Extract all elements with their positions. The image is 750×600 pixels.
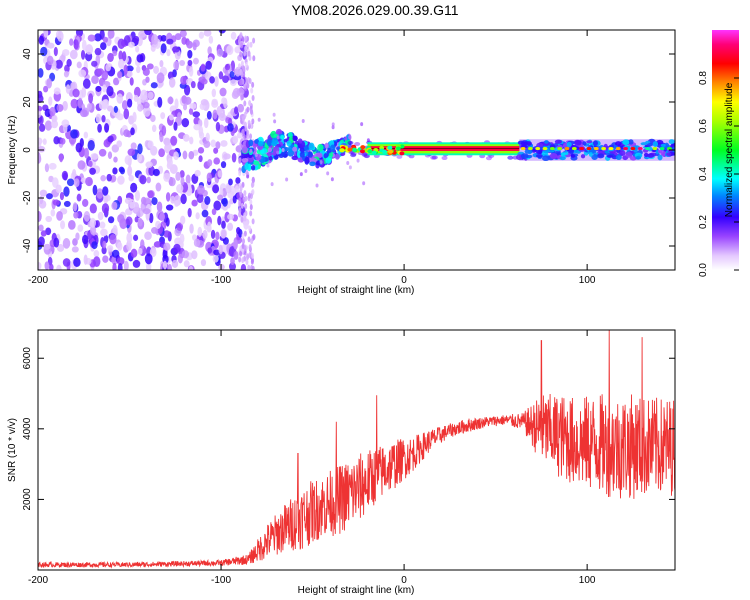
y-tick-label: 6000 [22, 347, 33, 370]
snr-area [38, 330, 675, 569]
snr-series-line [38, 330, 675, 569]
y-tick-label: 2000 [22, 488, 33, 511]
y-tick-label: 40 [22, 48, 33, 60]
region-noise [38, 30, 256, 270]
x-tick-label: 0 [401, 575, 407, 586]
y-tick-label: -20 [22, 190, 33, 205]
y-tick-label: 4000 [22, 417, 33, 440]
spectrogram-xlabel: Height of straight line (km) [298, 285, 415, 296]
snr-ylabel: SNR (10 * v/v) [7, 418, 18, 482]
colorbar-tick-label: 0.8 [698, 71, 709, 85]
colorbar-tick-label: 0.4 [698, 167, 709, 181]
colorbar-tick-label: 0.0 [698, 263, 709, 277]
region-dotted-tone [515, 138, 675, 162]
spectrogram-ylabel: Frequency (Hz) [7, 116, 18, 185]
spectrogram-area [38, 30, 675, 270]
colorbar-ticks: 0.0 0.2 0.4 0.6 0.8 [698, 71, 739, 277]
colorbar [712, 30, 739, 270]
x-tick-label: 100 [579, 275, 596, 286]
x-tick-label: -200 [28, 575, 48, 586]
x-tick-label: -200 [28, 275, 48, 286]
x-tick-label: -100 [211, 275, 231, 286]
snr-ticks: -200 -100 0 100 2000 4000 6000 [22, 330, 675, 586]
snr-frame [37, 329, 676, 571]
x-tick-label: 0 [401, 275, 407, 286]
colorbar-tick-label: 0.6 [698, 119, 709, 133]
x-tick-label: -100 [211, 575, 231, 586]
y-tick-label: -40 [22, 238, 33, 253]
chart-title: YM08.2026.029.00.39.G11 [291, 2, 459, 18]
y-tick-label: 20 [22, 96, 33, 108]
snr-xlabel: Height of straight line (km) [298, 585, 415, 596]
colorbar-label: Normalized spectral amplitude [724, 82, 735, 217]
y-tick-label: 0 [22, 147, 33, 153]
x-tick-label: 100 [579, 575, 596, 586]
region-clean-tone [339, 140, 521, 161]
colorbar-tick-label: 0.2 [698, 215, 709, 229]
